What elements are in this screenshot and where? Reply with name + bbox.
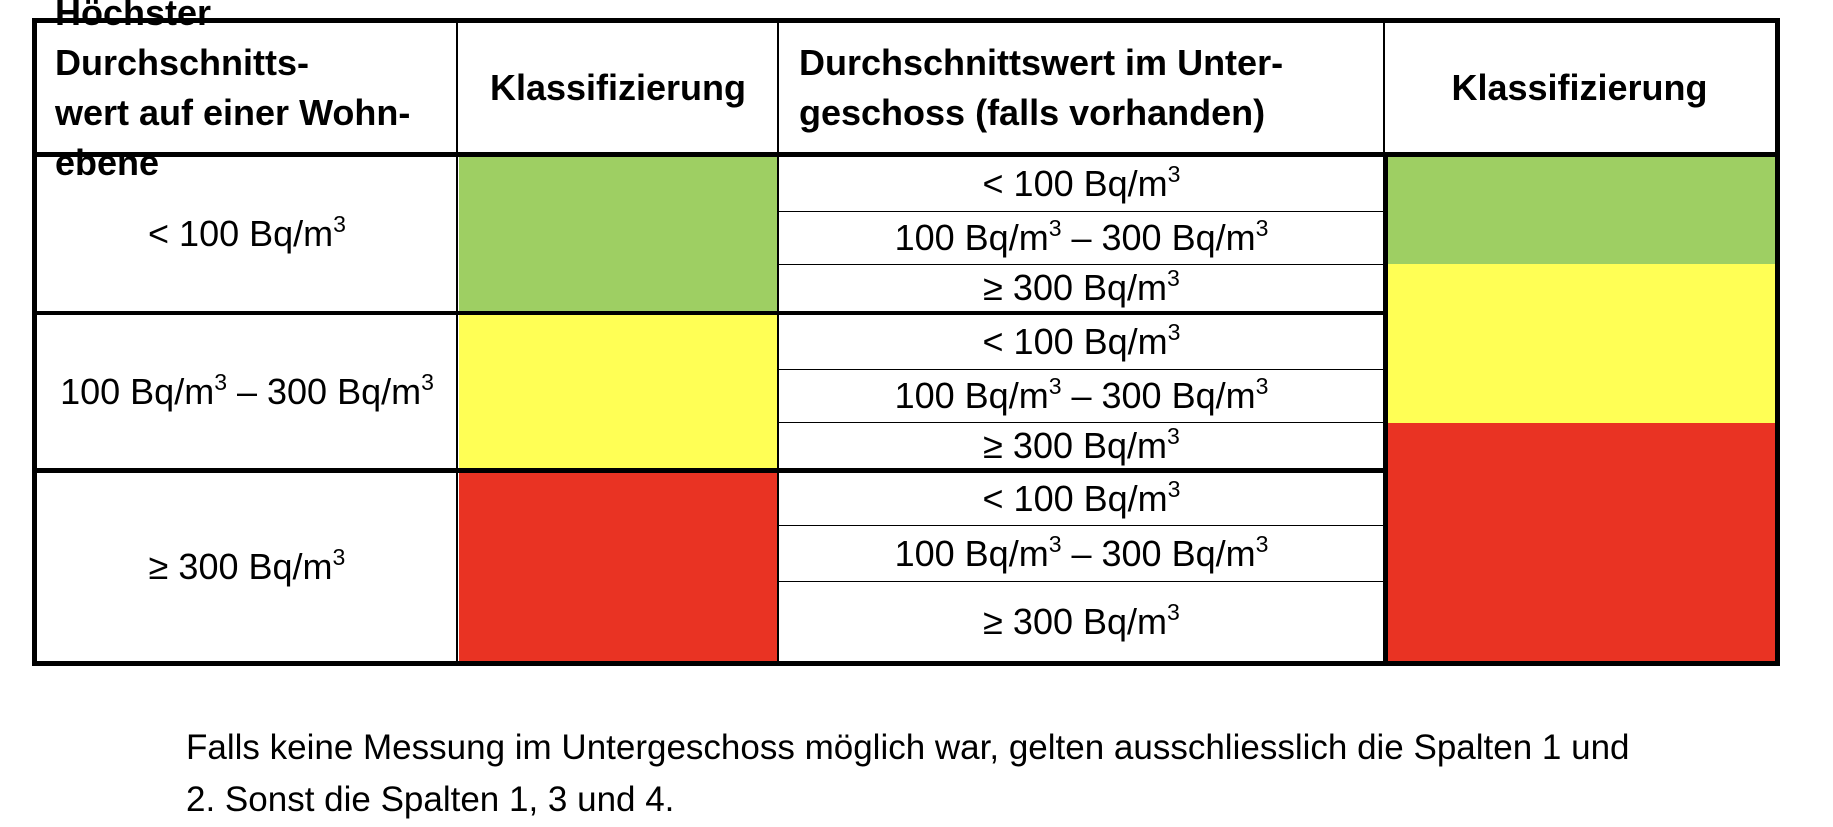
grid-line [779,211,1384,212]
basement-value-2: 100 Bq/m3 – 300 Bq/m3 [894,215,1269,259]
basement-value-6: ≥ 300 Bq/m3 [983,422,1180,466]
grid-line [456,23,458,661]
basement-class-yellow [1388,264,1775,423]
header-col3-line2: geschoss (falls vorhanden) [799,91,1266,133]
group-separator [37,468,1384,473]
basement-class-green [1388,157,1775,264]
footnote: Falls keine Messung im Untergeschoss mög… [186,722,1806,826]
level-class-red [459,473,779,661]
header-col2: Klassifizierung [489,66,747,108]
basement-value-1: < 100 Bq/m3 [982,161,1181,205]
header-col4: Klassifizierung [1451,66,1708,108]
grid-line [779,422,1384,423]
grid-line [779,525,1384,526]
grid-line [779,581,1384,582]
footnote-line2: 2. Sonst die Spalten 1, 3 und 4. [186,780,675,819]
grid-line [1383,152,1388,661]
header-col1-line1: Höchster Durchschnitts- [55,0,310,83]
group-separator [37,311,1384,315]
basement-value-4: < 100 Bq/m3 [982,319,1181,363]
footnote-line1: Falls keine Messung im Untergeschoss mög… [186,728,1630,767]
radon-classification-table: Höchster Durchschnitts- wert auf einer W… [32,0,1780,666]
basement-value-7: < 100 Bq/m3 [982,476,1181,520]
basement-value-9: ≥ 300 Bq/m3 [983,598,1180,642]
header-separator [37,152,1775,157]
header-col3-line1: Durchschnittswert im Unter- [799,41,1284,83]
level-value-3: ≥ 300 Bq/m3 [148,544,346,588]
basement-value-8: 100 Bq/m3 – 300 Bq/m3 [894,530,1269,574]
grid-line [779,369,1384,370]
basement-class-red [1388,423,1775,661]
level-value-2: 100 Bq/m3 – 300 Bq/m3 [60,368,434,412]
grid-line [777,23,779,661]
grid-line [779,264,1384,265]
basement-value-5: 100 Bq/m3 – 300 Bq/m3 [894,373,1269,417]
header-col3: Durchschnittswert im Unter- geschoss (fa… [779,23,1384,152]
header-col1-line2: wert auf einer Wohn- [55,91,411,133]
grid-line [1383,23,1385,152]
level-class-green [459,157,779,311]
header-col1: Höchster Durchschnitts- wert auf einer W… [37,0,457,183]
basement-value-3: ≥ 300 Bq/m3 [983,265,1180,309]
header-col1-line3: ebene [55,141,160,183]
level-class-yellow [459,315,779,468]
level-value-1: < 100 Bq/m3 [148,211,346,255]
